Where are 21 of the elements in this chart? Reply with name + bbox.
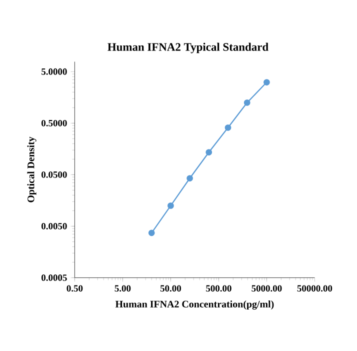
point [148,230,155,236]
point [206,149,212,156]
x-tick-label: 5.00 [114,285,131,292]
x-tick-label: 50000.00 [297,285,332,292]
y-tick-label: 0.0005 [42,274,67,281]
x-tick-label: 500.00 [206,285,232,292]
chart-title: Human IFNA2 Typical Standard [108,42,268,54]
y-tick-label: 0.5000 [42,120,67,126]
point [244,99,250,106]
point [224,124,232,131]
y-tick-label: 5.0000 [42,68,67,75]
point [186,175,193,182]
y-axis-title: Optical Density [27,136,36,202]
y-tick-label: 0.0050 [42,222,67,230]
y-tick-label: 0.0500 [42,171,67,178]
point [264,79,270,86]
point [168,202,174,209]
x-tick-label: 5000.00 [252,285,282,292]
x-tick-label: 0.50 [66,285,83,292]
x-axis-title: Human IFNA2 Concentration(pg/ml) [115,300,274,310]
x-tick-label: 50.00 [160,285,181,292]
